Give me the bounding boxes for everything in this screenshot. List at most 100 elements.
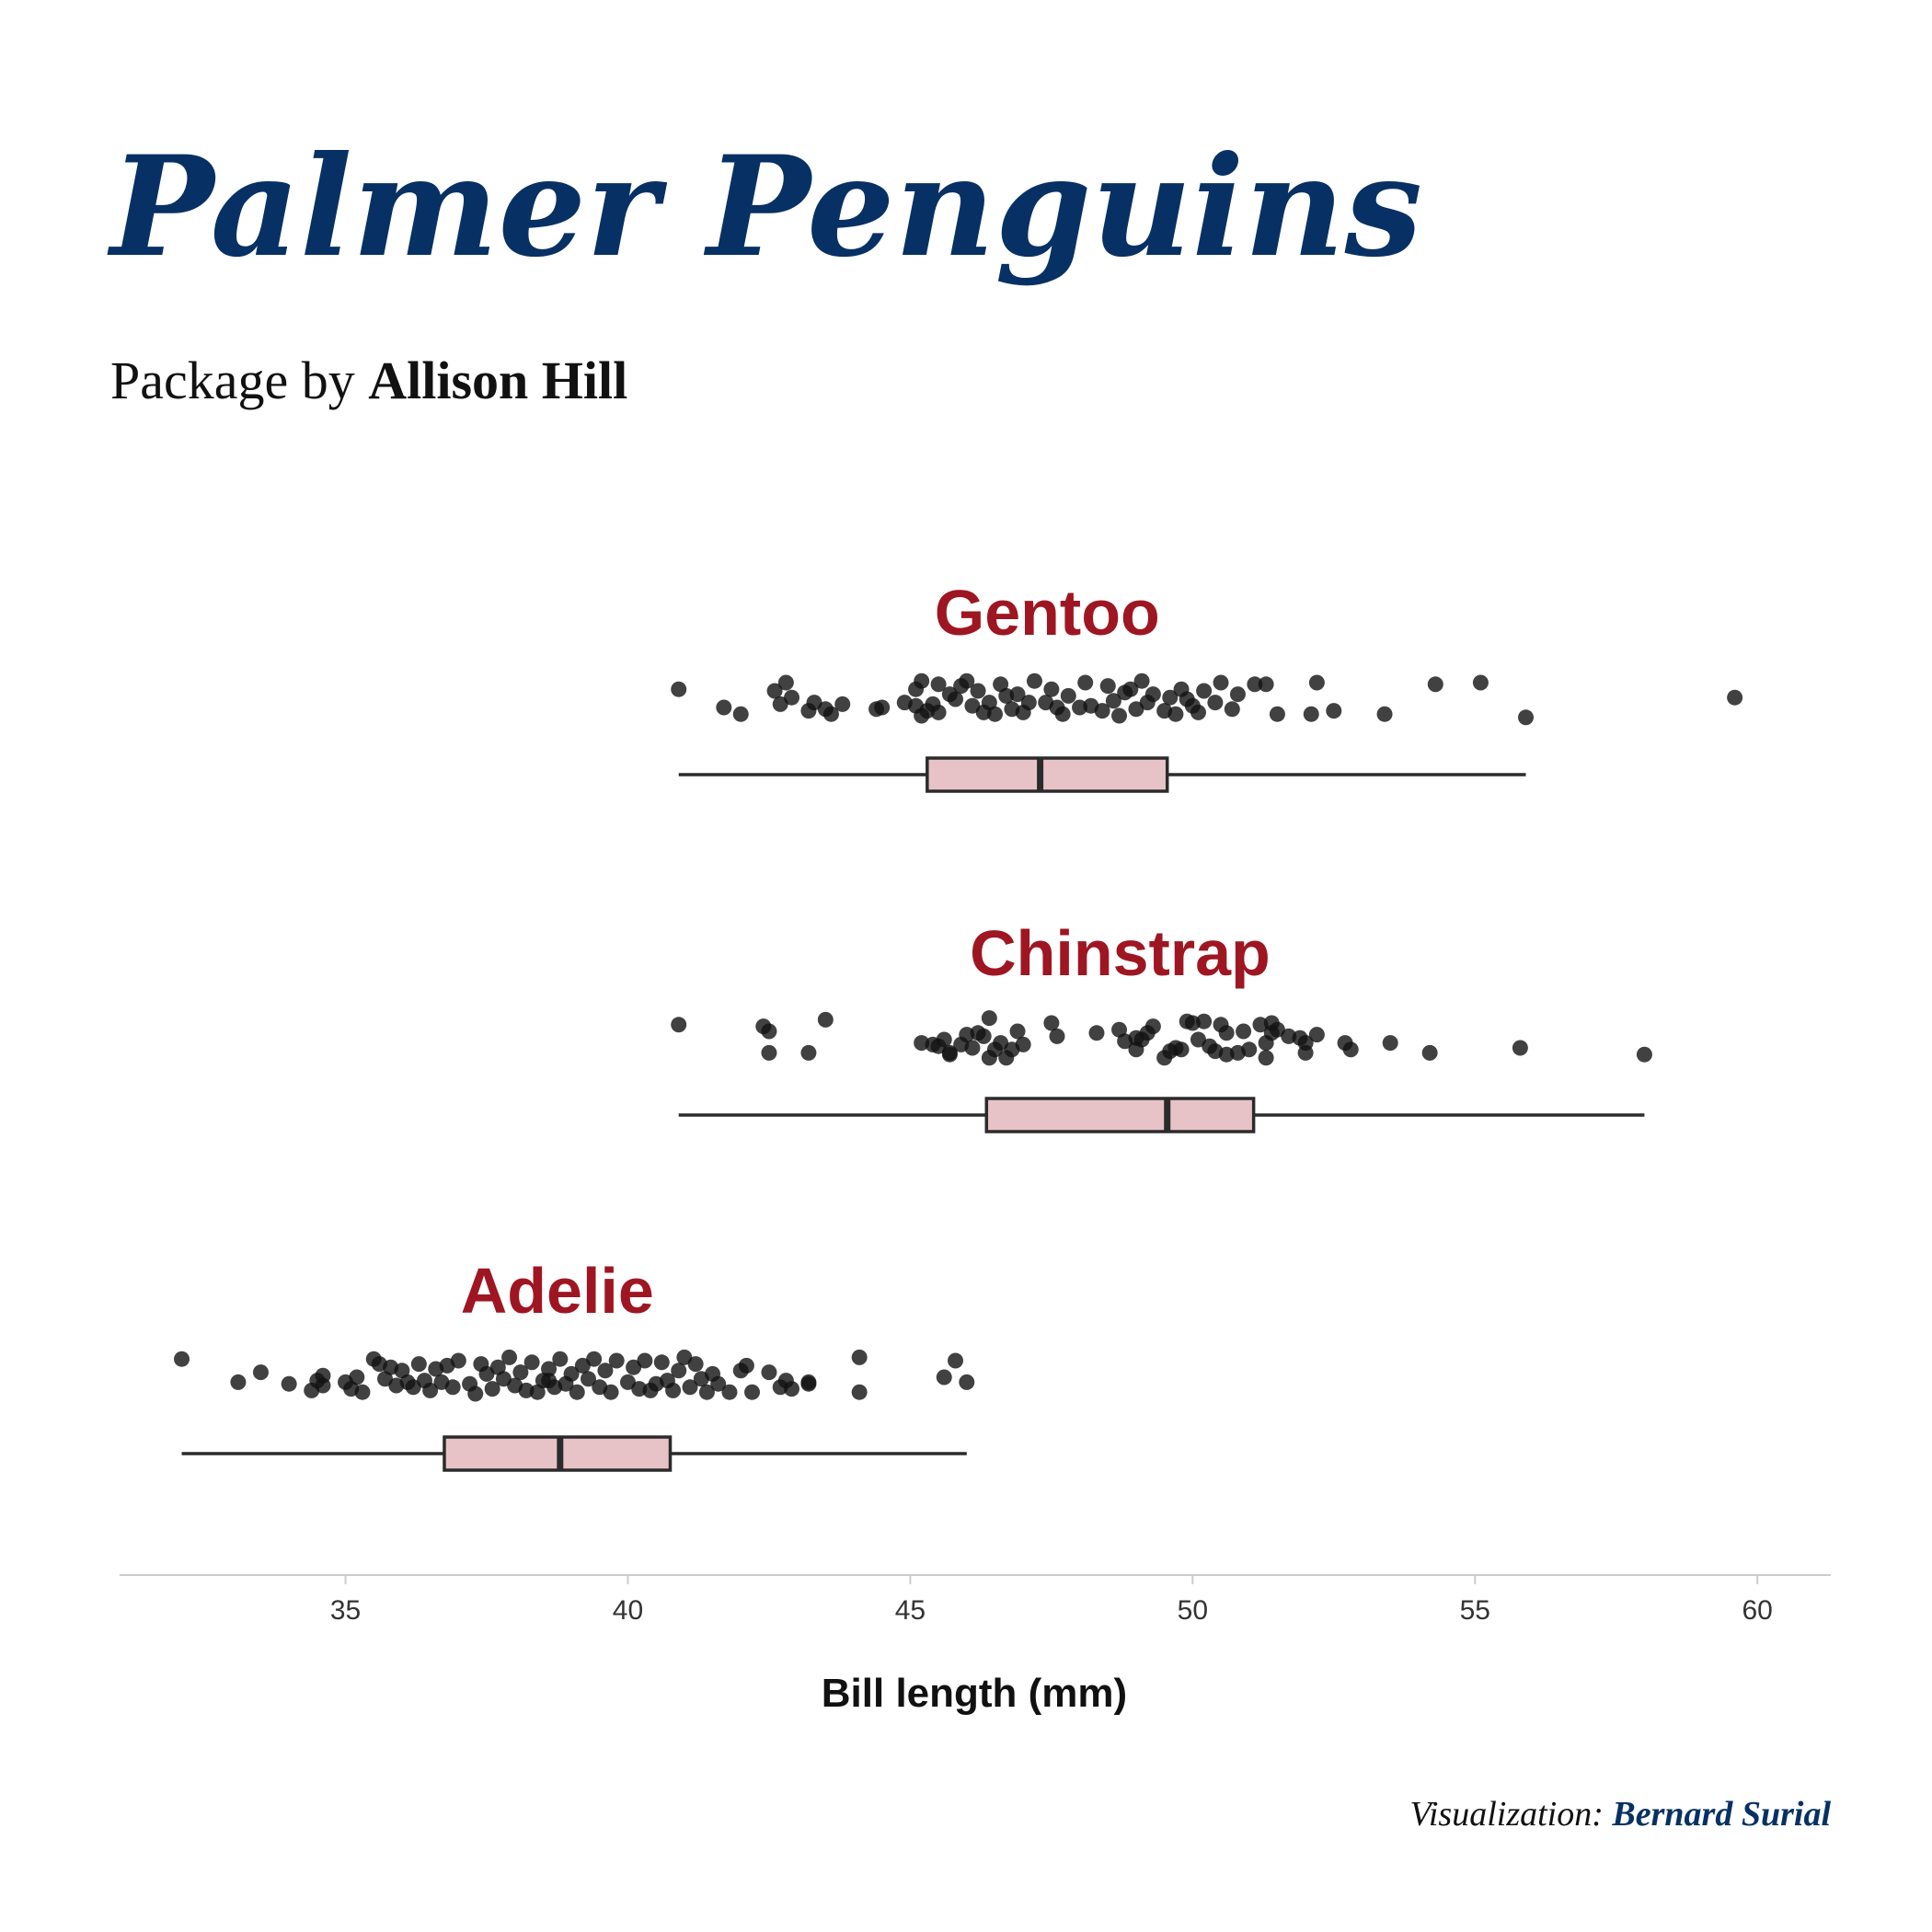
data-point: [637, 1352, 653, 1369]
data-point: [541, 1373, 558, 1389]
data-point: [608, 1352, 625, 1369]
data-point: [1162, 689, 1179, 706]
data-point: [1269, 706, 1285, 722]
data-point: [1342, 1041, 1359, 1058]
data-point: [698, 1384, 715, 1400]
data-point: [1173, 1041, 1190, 1058]
data-point: [1072, 699, 1088, 716]
data-point: [1111, 1021, 1128, 1038]
data-point: [586, 1351, 603, 1367]
data-point: [817, 1011, 834, 1028]
data-point: [1117, 1033, 1133, 1050]
data-point: [874, 699, 891, 716]
data-point: [1241, 1041, 1258, 1058]
data-point: [761, 1044, 777, 1061]
data-point: [1020, 695, 1037, 711]
caption-credit: Bernard Surial: [1612, 1795, 1831, 1834]
data-point: [1043, 681, 1060, 697]
data-point: [1184, 1015, 1201, 1031]
data-point: [682, 1379, 698, 1396]
data-point: [467, 1386, 484, 1402]
data-point: [772, 696, 788, 712]
data-point: [1472, 674, 1489, 691]
data-point: [597, 1363, 614, 1379]
data-point: [761, 1364, 777, 1381]
data-point: [953, 678, 970, 695]
data-point: [1111, 707, 1128, 724]
data-point: [948, 691, 964, 707]
species-group-chinstrap: Chinstrap: [671, 917, 1652, 1133]
data-point: [738, 1357, 754, 1374]
data-point: [975, 704, 992, 720]
species-label-chinstrap: Chinstrap: [970, 917, 1271, 989]
data-point: [761, 1023, 777, 1040]
data-point: [1518, 709, 1535, 726]
data-point: [914, 673, 930, 689]
iqr-box: [926, 756, 1169, 793]
data-point: [1133, 673, 1150, 689]
data-point: [1207, 1043, 1224, 1060]
data-point: [1088, 1025, 1105, 1041]
data-point: [174, 1351, 190, 1367]
data-point: [383, 1359, 399, 1375]
data-point: [783, 1381, 799, 1397]
data-point: [800, 1374, 817, 1390]
data-point: [1229, 686, 1246, 703]
data-point: [444, 1379, 461, 1396]
data-point: [501, 1349, 518, 1365]
data-point: [523, 1354, 540, 1371]
data-point: [851, 1384, 868, 1400]
data-point: [563, 1365, 580, 1382]
data-point: [1196, 683, 1213, 699]
caption: Visualization: Bernard Surial: [1409, 1794, 1831, 1834]
data-point: [936, 1369, 952, 1386]
data-point: [941, 1044, 958, 1061]
data-point: [1308, 1027, 1325, 1043]
chart-subtitle: Package by Allison Hill: [110, 354, 627, 408]
data-point: [800, 1044, 817, 1061]
data-point: [1512, 1040, 1528, 1056]
data-point: [626, 1359, 642, 1375]
data-point: [1213, 674, 1229, 691]
data-point: [671, 1017, 687, 1033]
data-point: [716, 699, 732, 716]
data-point: [975, 1028, 992, 1044]
data-point: [1122, 681, 1139, 697]
iqr-box: [984, 1097, 1256, 1133]
data-point: [671, 1363, 687, 1379]
data-point: [766, 683, 783, 699]
data-point: [1015, 1036, 1031, 1052]
data-point: [959, 1374, 975, 1390]
data-point: [252, 1364, 269, 1381]
data-point: [1128, 701, 1144, 718]
data-point: [354, 1384, 371, 1400]
data-point: [1060, 687, 1076, 704]
species-group-adelie: Adelie: [174, 1255, 975, 1472]
data-point: [964, 697, 981, 714]
data-point: [1179, 691, 1195, 707]
data-point: [495, 1371, 512, 1387]
data-point: [732, 706, 749, 722]
x-tick-label: 60: [1742, 1595, 1773, 1626]
x-tick-label: 55: [1460, 1595, 1490, 1626]
x-axis-title: Bill length (mm): [822, 1671, 1127, 1716]
data-point: [1190, 1031, 1206, 1048]
data-point: [569, 1384, 585, 1400]
data-point: [1247, 676, 1263, 693]
caption-prefix: Visualization:: [1409, 1795, 1613, 1834]
data-point: [676, 1349, 693, 1365]
data-point: [1207, 695, 1224, 711]
data-point: [1258, 1035, 1274, 1052]
subtitle-author: Allison Hill: [368, 351, 628, 410]
species-label-gentoo: Gentoo: [935, 577, 1160, 649]
data-point: [1094, 703, 1110, 719]
data-point: [574, 1357, 591, 1374]
data-point: [422, 1382, 439, 1398]
data-point: [581, 1371, 597, 1387]
data-point: [1636, 1046, 1652, 1063]
data-point: [1105, 693, 1121, 709]
species-group-gentoo: Gentoo: [671, 577, 1743, 793]
data-point: [806, 695, 822, 711]
plot-area: Gentoo Chinstrap Adelie: [174, 577, 1743, 1472]
